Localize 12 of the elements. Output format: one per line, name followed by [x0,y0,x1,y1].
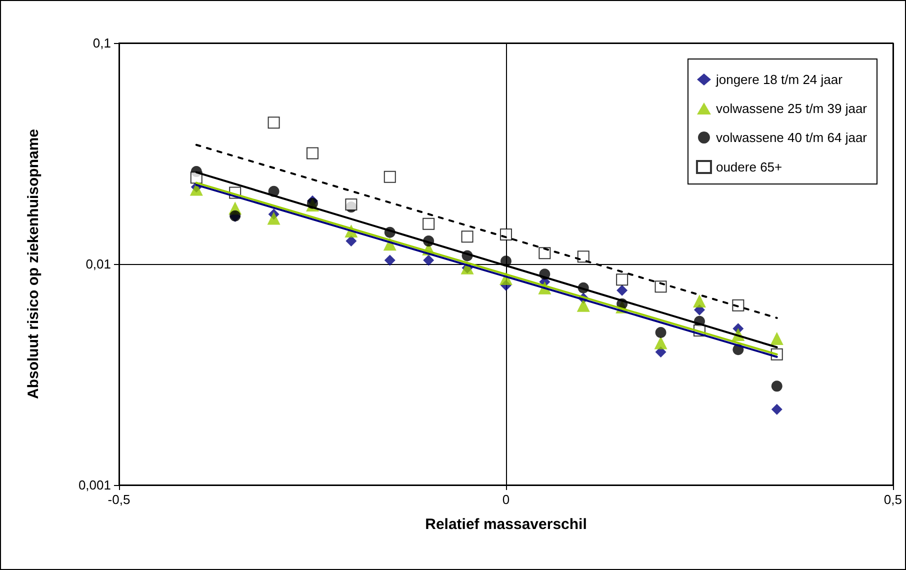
x-tick-label: -0,5 [108,492,130,507]
x-axis-title: Relatief massaverschil [425,516,587,533]
y-tick-label: 0,01 [86,256,111,272]
x-tick-label: 0,5 [884,492,902,507]
y-tick-label: 0,1 [92,36,111,50]
x-tick-label: 0 [502,492,510,507]
legend-label: volwassene 25 t/m 39 jaar [716,101,868,116]
legend-label: jongere 18 t/m 24 jaar [714,72,844,87]
legend-label: oudere 65+ [716,160,782,174]
legend-label: volwassene 40 t/m 64 jaar [716,130,868,145]
y-axis-title: Absoluut risico op ziekenhuisopname [25,128,42,400]
y-tick-label: 0,001 [78,478,111,492]
